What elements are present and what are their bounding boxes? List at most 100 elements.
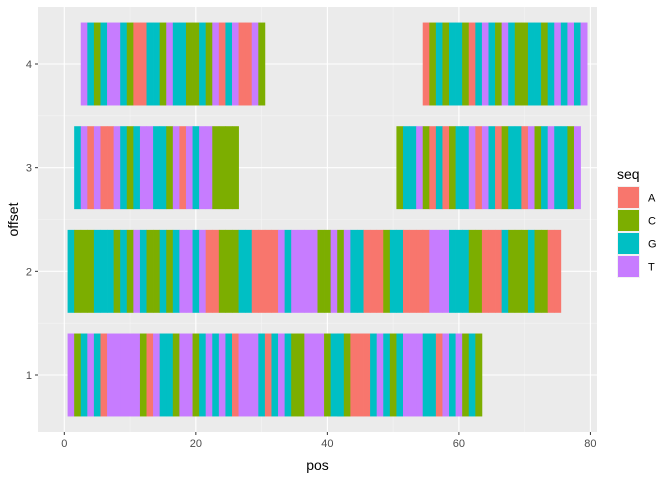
tile-C: [521, 229, 529, 313]
tile-A: [429, 126, 437, 210]
tile-T: [455, 333, 463, 417]
tile-A: [402, 229, 410, 313]
tile-T: [310, 333, 318, 417]
tile-T: [402, 333, 410, 417]
tile-T: [185, 126, 193, 210]
tile-G: [573, 22, 581, 106]
tile-T: [429, 229, 437, 313]
tile-A: [363, 333, 371, 417]
tile-C: [324, 333, 332, 417]
tile-T: [442, 229, 450, 313]
tile-T: [146, 126, 154, 210]
tile-C: [429, 22, 437, 106]
tile-A: [468, 22, 476, 106]
tile-C: [153, 229, 161, 313]
tile-G: [166, 333, 174, 417]
tile-C: [541, 229, 549, 313]
tile-G: [172, 22, 180, 106]
tile-C: [508, 229, 516, 313]
tile-C: [442, 22, 450, 106]
tile-G: [192, 229, 200, 313]
tile-A: [238, 22, 246, 106]
tile-G: [508, 126, 516, 210]
tile-G: [271, 333, 279, 417]
tile-G: [159, 229, 167, 313]
tile-C: [567, 126, 575, 210]
tile-C: [475, 333, 483, 417]
tile-T: [80, 22, 88, 106]
tile-C: [139, 333, 147, 417]
tile-G: [396, 229, 404, 313]
tile-T: [126, 333, 134, 417]
tile-G: [172, 229, 180, 313]
tile-C: [192, 333, 200, 417]
tile-A: [251, 229, 259, 313]
tile-C: [534, 229, 542, 313]
tile-A: [488, 229, 496, 313]
tile-G: [409, 126, 417, 210]
tile-A: [475, 126, 483, 210]
tile-T: [205, 333, 213, 417]
tile-T: [80, 126, 88, 210]
tile-C: [87, 229, 95, 313]
tile-C: [475, 229, 483, 313]
tile-A: [554, 229, 562, 313]
tile-C: [383, 229, 391, 313]
tile-C: [74, 333, 82, 417]
tile-G: [449, 229, 456, 313]
tile-C: [337, 229, 345, 313]
tile-T: [317, 333, 325, 417]
legend-label-T: T: [648, 262, 655, 274]
tile-C: [462, 333, 470, 417]
tile-T: [113, 126, 121, 210]
x-axis: 0 20 40 60 80: [61, 432, 597, 450]
tile-G: [468, 333, 476, 417]
tile-C: [80, 229, 88, 313]
tile-T: [251, 333, 259, 417]
tile-C: [192, 22, 200, 106]
tile-A: [481, 229, 489, 313]
tile-G: [462, 229, 470, 313]
tile-G: [153, 126, 161, 210]
tile-T: [179, 333, 187, 417]
tile-G: [527, 22, 535, 106]
tile-G: [107, 229, 114, 313]
tile-G: [225, 22, 233, 106]
tile-T: [310, 229, 318, 313]
x-tick-label: 80: [584, 438, 596, 450]
tile-C: [495, 22, 502, 106]
tile-T: [87, 333, 95, 417]
tile-G: [146, 22, 154, 106]
tile-G: [462, 126, 470, 210]
tile-G: [547, 22, 555, 106]
tile-T: [573, 126, 581, 210]
legend-label-A: A: [648, 193, 656, 205]
tile-T: [278, 229, 285, 313]
tile-A: [422, 229, 430, 313]
tile-G: [449, 333, 456, 417]
tile-G: [501, 229, 509, 313]
tile-T: [435, 229, 443, 313]
tile-A: [416, 229, 424, 313]
tile-C: [126, 22, 134, 106]
y-axis-title: offset: [5, 202, 21, 236]
tile-T: [501, 22, 509, 106]
tile-C: [343, 333, 351, 417]
tile-G: [67, 229, 75, 313]
tile-G: [192, 126, 200, 210]
tile-C: [291, 333, 299, 417]
tile-C: [514, 22, 522, 106]
tile-G: [429, 333, 437, 417]
tile-T: [205, 126, 213, 210]
tile-A: [350, 333, 358, 417]
tile-A: [521, 126, 529, 210]
tile-T: [554, 22, 562, 106]
tile-G: [159, 126, 167, 210]
tile-A: [409, 229, 417, 313]
tiles: [67, 22, 588, 417]
legend-swatch-G: [618, 233, 639, 254]
tile-C: [166, 126, 174, 210]
tile-C: [93, 22, 101, 106]
tile-A: [271, 229, 279, 313]
